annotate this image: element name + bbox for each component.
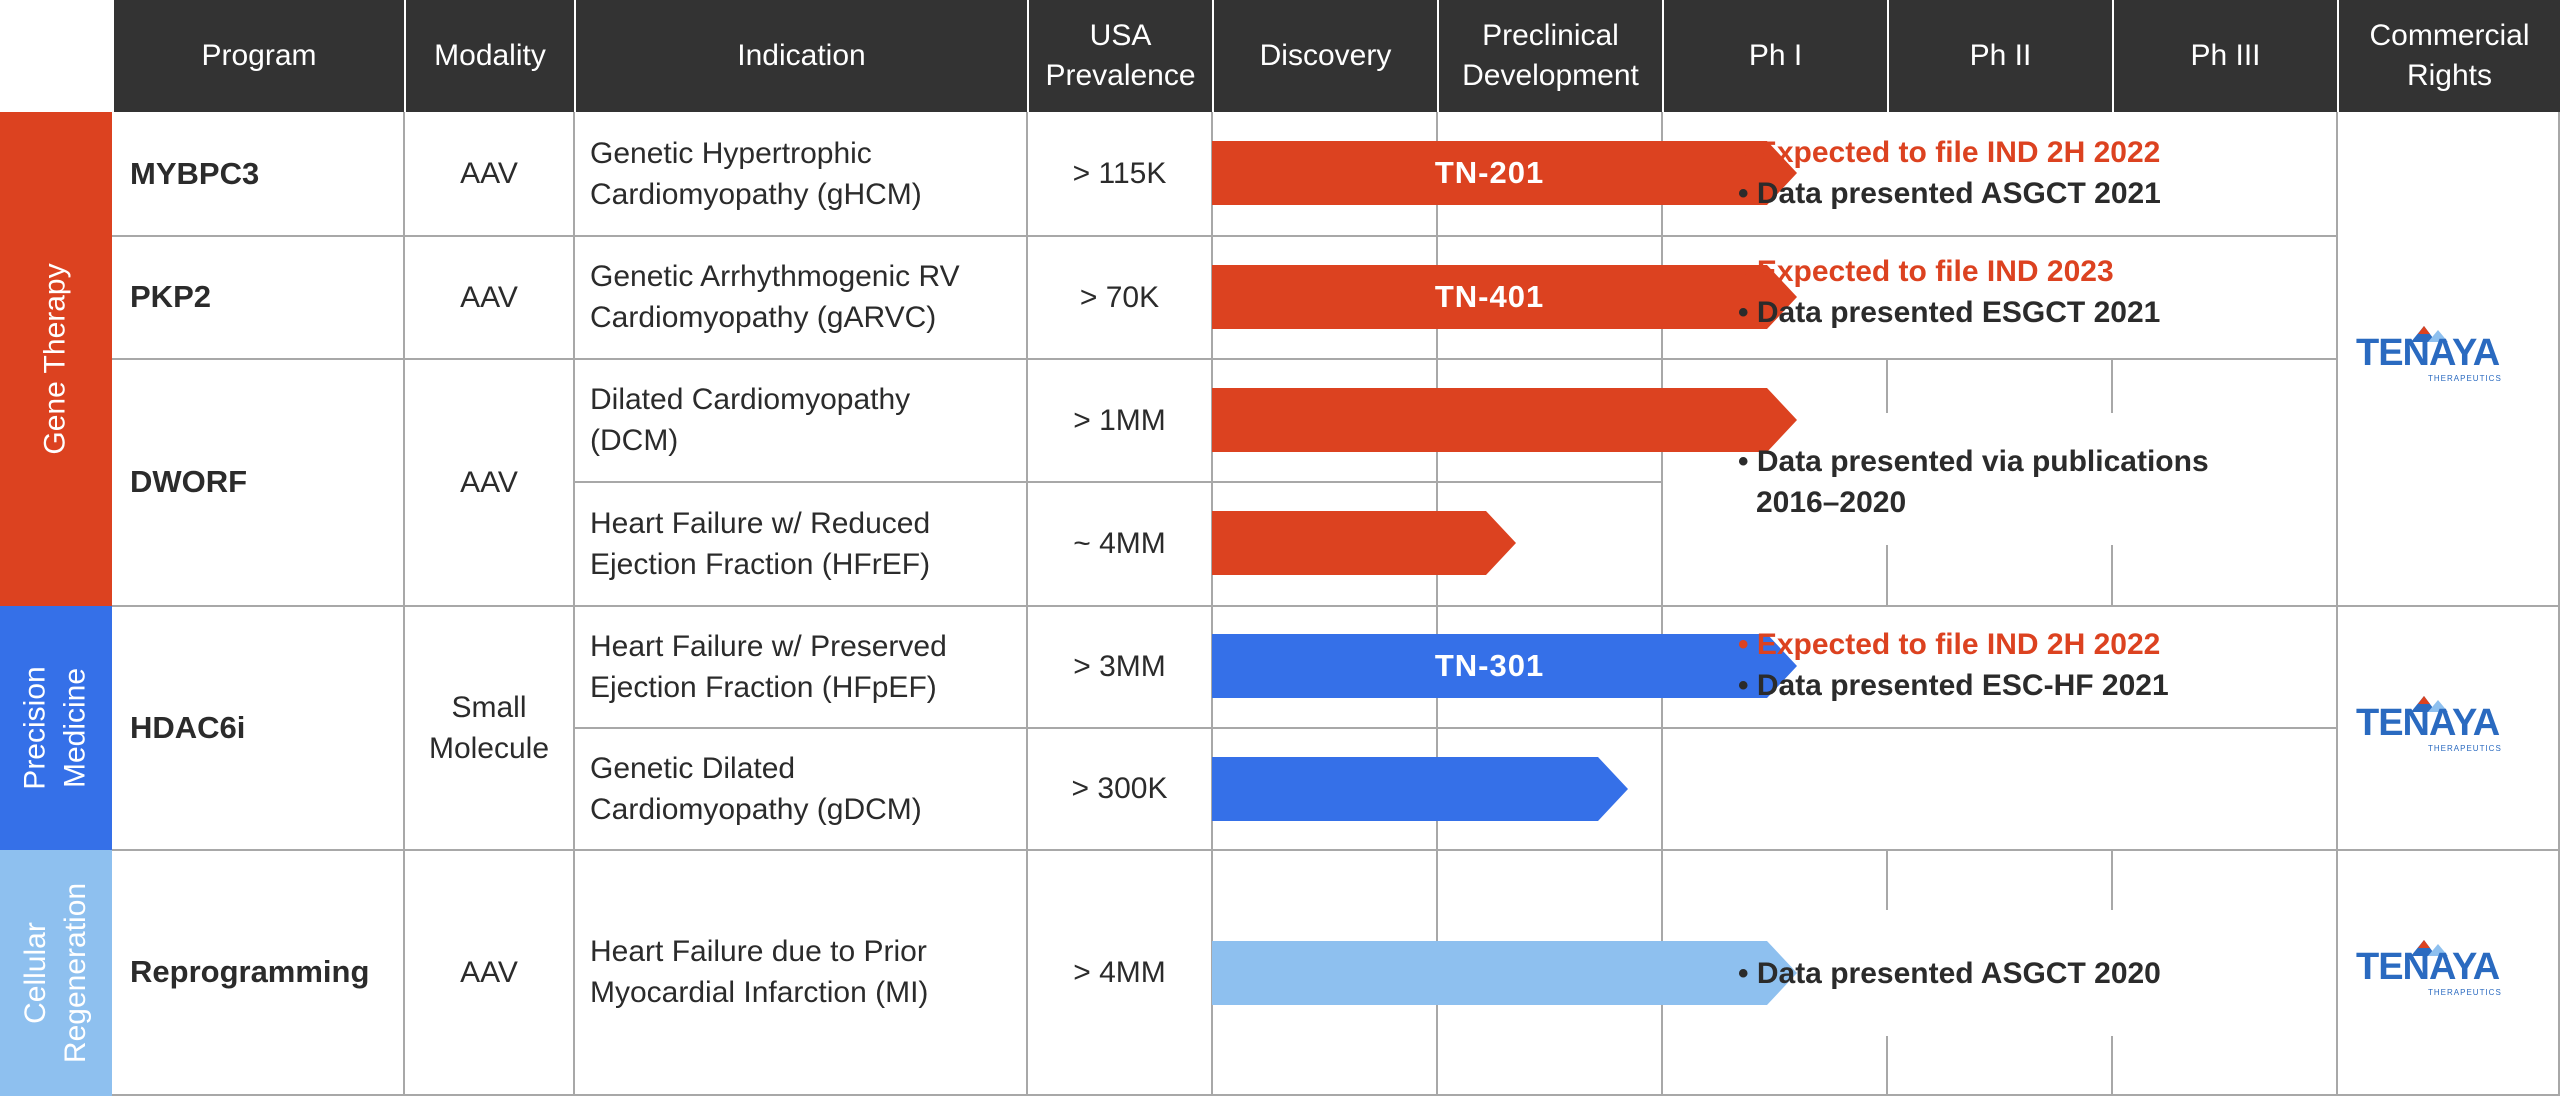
row-divider	[112, 1094, 2560, 1096]
notes-mybpc3: • Expected to file IND 2H 2022 • Data pr…	[1738, 132, 2161, 214]
category-precision-medicine: Precision Medicine	[0, 606, 112, 850]
note-line: • Data presented via publications	[1738, 445, 2209, 478]
program-reprogramming: Reprogramming	[130, 954, 370, 989]
modality-cell: AAV	[460, 280, 518, 314]
notes-dworf: • Data presented via publications 2016–2…	[1738, 441, 2209, 523]
prevalence-cell: ~ 4MM	[1073, 527, 1166, 560]
logo-mountain-icon	[2411, 940, 2448, 956]
indication-cell: Heart Failure w/ Reduced Ejection Fracti…	[590, 506, 931, 581]
prevalence-cell: > 1MM	[1073, 403, 1166, 437]
row-divider	[112, 849, 2560, 851]
modality-cell: Small Molecule	[428, 690, 550, 765]
header-modality: Modality	[404, 0, 574, 112]
notes-reprogramming: • Data presented ASGCT 2020	[1738, 953, 2161, 994]
row-divider	[112, 605, 2560, 607]
col-divider	[1436, 112, 1438, 1096]
program-hdac6i: HDAC6i	[130, 709, 246, 745]
note-line: • Data presented ASGCT 2021	[1738, 177, 2161, 210]
notes-hdac6i: • Expected to file IND 2H 2022 • Data pr…	[1738, 624, 2169, 706]
progress-arrow	[1212, 388, 1797, 452]
program-mybpc3: MYBPC3	[130, 155, 260, 191]
phase-tick	[1886, 850, 1888, 910]
prevalence-cell: > 115K	[1072, 157, 1167, 190]
indication-cell: Heart Failure w/ Preserved Ejection Frac…	[590, 629, 947, 704]
header-program: Program	[112, 0, 404, 112]
logo-mountain-icon	[2411, 696, 2448, 712]
progress-arrow: TN-201	[1212, 141, 1797, 205]
note-line: 2016–2020	[1756, 486, 1907, 519]
prevalence-cell: > 3MM	[1073, 650, 1166, 683]
row-divider	[574, 727, 2336, 729]
modality-cell: AAV	[460, 157, 518, 190]
prevalence-cell: > 70K	[1079, 280, 1160, 314]
phase-tick	[1886, 1036, 1888, 1096]
tenaya-logo: TENAYA THERAPEUTICS	[2356, 690, 2501, 760]
category-gene-therapy: Gene Therapy	[0, 112, 112, 606]
header-ph3: Ph III	[2112, 0, 2337, 112]
progress-arrow: TN-401	[1212, 265, 1797, 329]
progress-arrow	[1212, 511, 1516, 575]
header-discovery: Discovery	[1212, 0, 1437, 112]
tenaya-logo: TENAYA THERAPEUTICS	[2356, 320, 2501, 390]
logo-mountain-icon	[2411, 326, 2448, 342]
progress-arrow	[1212, 757, 1628, 821]
indication-cell: Dilated Cardiomyopathy (DCM)	[590, 383, 911, 457]
program-pkp2: PKP2	[130, 279, 211, 314]
category-cellular-regeneration: Cellular Regeneration	[0, 850, 112, 1096]
indication-cell: Genetic Hypertrophic Cardiomyopathy (gHC…	[590, 136, 922, 211]
col-divider	[2558, 112, 2560, 1096]
row-divider	[112, 235, 2336, 237]
note-line: • Expected to file IND 2H 2022	[1738, 628, 2161, 661]
row-divider	[574, 481, 1662, 483]
note-line: • Expected to file IND 2023	[1738, 255, 2114, 288]
col-divider	[1211, 112, 1213, 1096]
phase-tick	[2111, 358, 2113, 413]
prevalence-cell: > 300K	[1071, 772, 1168, 805]
header-rights: Commercial Rights	[2337, 0, 2560, 112]
col-divider	[573, 112, 575, 1096]
header-indication: Indication	[574, 0, 1027, 112]
tenaya-logo: TENAYA THERAPEUTICS	[2356, 934, 2501, 1004]
progress-arrow	[1212, 941, 1797, 1005]
note-line: • Expected to file IND 2H 2022	[1738, 136, 2161, 169]
indication-cell: Genetic Arrhythmogenic RV Cardiomyopathy…	[590, 260, 960, 334]
col-divider	[1026, 112, 1028, 1096]
phase-tick	[1886, 545, 1888, 605]
row-divider	[112, 358, 2336, 360]
header-ph2: Ph II	[1887, 0, 2112, 112]
indication-cell: Genetic Dilated Cardiomyopathy (gDCM)	[590, 751, 922, 826]
program-dworf: DWORF	[130, 464, 248, 499]
phase-tick	[2111, 1036, 2113, 1096]
modality-cell: AAV	[460, 955, 518, 989]
prevalence-cell: > 4MM	[1073, 955, 1166, 989]
progress-arrow: TN-301	[1212, 634, 1797, 698]
modality-cell: AAV	[460, 465, 518, 499]
col-divider	[1661, 112, 1663, 1096]
notes-pkp2: • Expected to file IND 2023 • Data prese…	[1738, 251, 2160, 333]
phase-tick	[2111, 545, 2113, 605]
note-line: • Data presented ASGCT 2020	[1738, 957, 2161, 990]
header-preclinical: Preclinical Development	[1437, 0, 1662, 112]
phase-tick	[2111, 850, 2113, 910]
note-line: • Data presented ESC-HF 2021	[1738, 669, 2169, 702]
col-divider	[2336, 112, 2338, 1096]
note-line: • Data presented ESGCT 2021	[1738, 296, 2161, 329]
col-divider	[403, 112, 405, 1096]
header-prevalence: USA Prevalence	[1027, 0, 1212, 112]
phase-tick	[1886, 358, 1888, 413]
header-ph1: Ph I	[1662, 0, 1887, 112]
indication-cell: Heart Failure due to Prior Myocardial In…	[590, 935, 929, 1009]
